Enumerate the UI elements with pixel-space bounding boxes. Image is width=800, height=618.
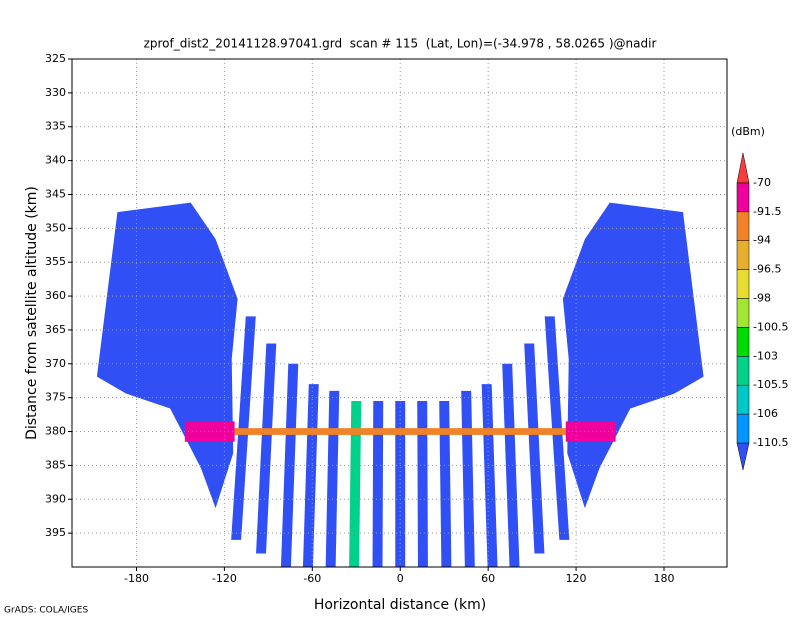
beam [481, 384, 498, 567]
y-tick-label: 355 [45, 255, 66, 268]
beam [372, 401, 384, 567]
beam [417, 401, 428, 567]
beam [395, 401, 406, 567]
beam [302, 384, 319, 567]
footer: GrADS: COLA/IGES [4, 606, 88, 616]
x-axis-label: Horizontal distance (km) [314, 597, 486, 613]
y-tick-label: 330 [45, 86, 66, 99]
colorbar-unit: (dBm) [731, 125, 765, 138]
plot-frame [71, 58, 728, 568]
colorbar-cell [736, 327, 750, 357]
y-tick-label: 390 [45, 492, 66, 505]
colorbar-label: -100.5 [753, 320, 788, 333]
x-tick-label: 0 [397, 572, 404, 585]
y-tick-label: 345 [45, 187, 66, 200]
y-tick-label: 335 [45, 120, 66, 133]
x-tick-label: 180 [653, 572, 674, 585]
beam [502, 363, 520, 567]
colorbar-cell [736, 269, 750, 299]
colorbar-cell [736, 182, 750, 213]
colorbar-label: -98 [753, 292, 771, 305]
y-tick-label: 385 [45, 458, 66, 471]
x-tick-label: -120 [212, 572, 237, 585]
y-tick-label: 380 [45, 425, 66, 438]
y-tick-label: 375 [45, 391, 66, 404]
colorbar-cell [736, 211, 750, 241]
colorbar-label: -94 [753, 234, 771, 247]
colorbar-label: -106 [753, 407, 778, 420]
swath-block [96, 202, 238, 509]
beam [349, 401, 362, 567]
colorbar-cell [736, 413, 750, 444]
y-tick-label: 370 [45, 357, 66, 370]
chart-title: zprof_dist2_20141128.97041.grd scan # 11… [144, 37, 657, 51]
beam [439, 401, 452, 567]
beam [325, 390, 340, 567]
colorbar-label: -96.5 [753, 263, 781, 276]
x-tick-label: -180 [124, 572, 149, 585]
x-tick-label: -60 [303, 572, 321, 585]
x-tick-label: 120 [566, 572, 587, 585]
beam [280, 363, 299, 567]
colorbar-label: -105.5 [753, 378, 788, 391]
colorbar-cell [736, 152, 750, 184]
colorbar-cell [736, 240, 750, 270]
colorbar-label: -110.5 [753, 436, 788, 449]
y-tick-label: 340 [45, 154, 66, 167]
y-tick-label: 395 [45, 526, 66, 539]
colorbar-cell [736, 384, 750, 415]
x-tick-label: 60 [481, 572, 495, 585]
colorbar-label: -91.5 [753, 205, 781, 218]
colorbar-cell [736, 298, 750, 328]
bright-band [565, 421, 616, 442]
beam [256, 343, 277, 554]
colorbar-label: -103 [753, 349, 778, 362]
y-tick-label: 350 [45, 221, 66, 234]
beam [461, 390, 475, 567]
beam [524, 343, 545, 554]
colorbar-label: -70 [753, 176, 771, 189]
bright-band [184, 421, 235, 442]
colorbar-cell [736, 356, 750, 386]
swath-block [562, 202, 704, 509]
colorbar-cell [736, 442, 750, 471]
y-tick-label: 360 [45, 289, 66, 302]
y-tick-label: 325 [45, 52, 66, 65]
y-axis-label: Distance from satellite altitude (km) [24, 186, 40, 440]
y-tick-label: 365 [45, 323, 66, 336]
